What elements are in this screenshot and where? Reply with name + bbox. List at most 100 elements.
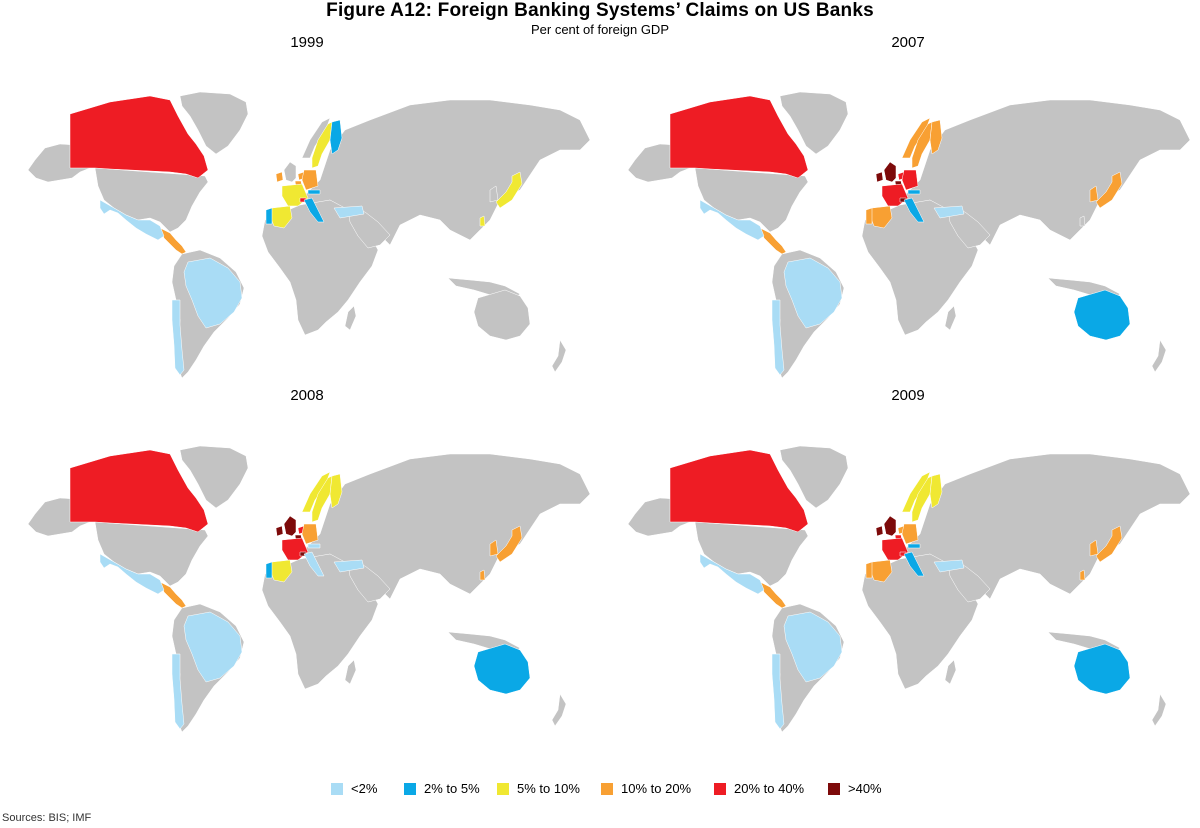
map-2008: [27, 445, 591, 733]
region-greenland: [179, 445, 249, 509]
region-chile: [771, 299, 785, 376]
region-nz: [551, 693, 567, 727]
region-brazil: [783, 257, 843, 329]
region-arabia: [347, 209, 391, 249]
region-central-america: [159, 581, 187, 609]
region-uk: [283, 515, 297, 537]
region-ireland: [275, 171, 284, 183]
region-uk: [883, 515, 897, 537]
panel-title-2007: 2007: [891, 34, 925, 51]
map-2007: [627, 91, 1191, 379]
region-usa: [94, 521, 209, 587]
legend-item-lt2: <2%: [331, 781, 377, 796]
region-mexico: [699, 199, 765, 241]
region-mexico: [699, 553, 765, 595]
region-nz: [1151, 339, 1167, 373]
region-madagascar: [944, 305, 957, 331]
region-korea: [1089, 185, 1099, 203]
region-germany: [901, 523, 919, 545]
region-japan: [1095, 525, 1123, 563]
region-taiwan: [1079, 215, 1086, 227]
region-uk: [883, 161, 897, 183]
region-italy: [903, 551, 925, 577]
region-france: [881, 183, 909, 207]
region-usa: [694, 521, 809, 587]
region-korea: [1089, 539, 1099, 557]
panel-title-2008: 2008: [290, 387, 324, 404]
region-canada: [669, 449, 809, 533]
region-taiwan: [479, 569, 486, 581]
region-brazil: [183, 257, 243, 329]
legend-swatch: [828, 782, 840, 795]
legend-swatch: [331, 782, 343, 795]
region-australia: [473, 289, 531, 341]
region-greenland: [179, 91, 249, 155]
region-arabia: [947, 209, 991, 249]
region-ireland: [875, 525, 884, 537]
region-central-america: [159, 227, 187, 255]
region-turkey: [333, 205, 365, 219]
region-arabia: [347, 563, 391, 603]
region-turkey: [933, 559, 965, 573]
region-italy: [303, 197, 325, 223]
region-usa: [694, 167, 809, 233]
region-portugal: [265, 207, 273, 225]
region-uk: [283, 161, 297, 183]
source-note: Sources: BIS; IMF: [2, 812, 92, 824]
legend-swatch: [404, 782, 416, 795]
legend-item-5-10: 5% to 10%: [497, 781, 580, 796]
region-greenland: [779, 445, 849, 509]
legend-label: 20% to 40%: [734, 781, 805, 796]
region-australia: [1073, 289, 1131, 341]
region-australia: [1073, 643, 1131, 695]
region-japan: [495, 171, 523, 209]
region-madagascar: [944, 659, 957, 685]
legend-label: 2% to 5%: [424, 781, 480, 796]
region-brazil: [183, 611, 243, 683]
region-arabia: [947, 563, 991, 603]
region-taiwan: [1079, 569, 1086, 581]
region-canada: [669, 95, 809, 179]
region-portugal: [865, 207, 873, 225]
region-france: [281, 537, 309, 561]
region-turkey: [333, 559, 365, 573]
region-ireland: [275, 525, 284, 537]
legend-label: <2%: [351, 781, 378, 796]
region-central-america: [759, 227, 787, 255]
region-italy: [903, 197, 925, 223]
region-mexico: [99, 199, 165, 241]
region-usa: [94, 167, 209, 233]
region-greenland: [779, 91, 849, 155]
region-finland: [929, 473, 943, 509]
region-taiwan: [479, 215, 486, 227]
legend-swatch: [714, 782, 726, 795]
legend-item-2-5: 2% to 5%: [404, 781, 480, 796]
region-nz: [1151, 693, 1167, 727]
map-2009: [627, 445, 1191, 733]
region-austria: [307, 189, 321, 195]
region-central-america: [759, 581, 787, 609]
figure-title: Figure A12: Foreign Banking Systems’ Cla…: [326, 0, 874, 21]
legend-label: >40%: [848, 781, 882, 796]
region-germany: [301, 523, 319, 545]
legend-swatch: [497, 782, 509, 795]
region-chile: [171, 653, 185, 730]
legend-label: 5% to 10%: [517, 781, 580, 796]
region-japan: [495, 525, 523, 563]
region-nz: [551, 339, 567, 373]
legend-item-10-20: 10% to 20%: [601, 781, 691, 796]
legend: <2% 2% to 5% 5% to 10% 10% to 20% 20% to…: [0, 781, 1200, 799]
legend-item-20-40: 20% to 40%: [714, 781, 804, 796]
map-1999: [27, 91, 591, 379]
region-austria: [907, 189, 921, 195]
region-madagascar: [344, 659, 357, 685]
legend-label: 10% to 20%: [621, 781, 692, 796]
region-france: [881, 537, 909, 561]
region-korea: [489, 539, 499, 557]
figure-subtitle: Per cent of foreign GDP: [530, 22, 669, 37]
region-canada: [69, 95, 209, 179]
region-japan: [1095, 171, 1123, 209]
legend-item-gt40: >40%: [828, 781, 882, 796]
region-finland: [929, 119, 943, 155]
region-finland: [329, 119, 343, 155]
